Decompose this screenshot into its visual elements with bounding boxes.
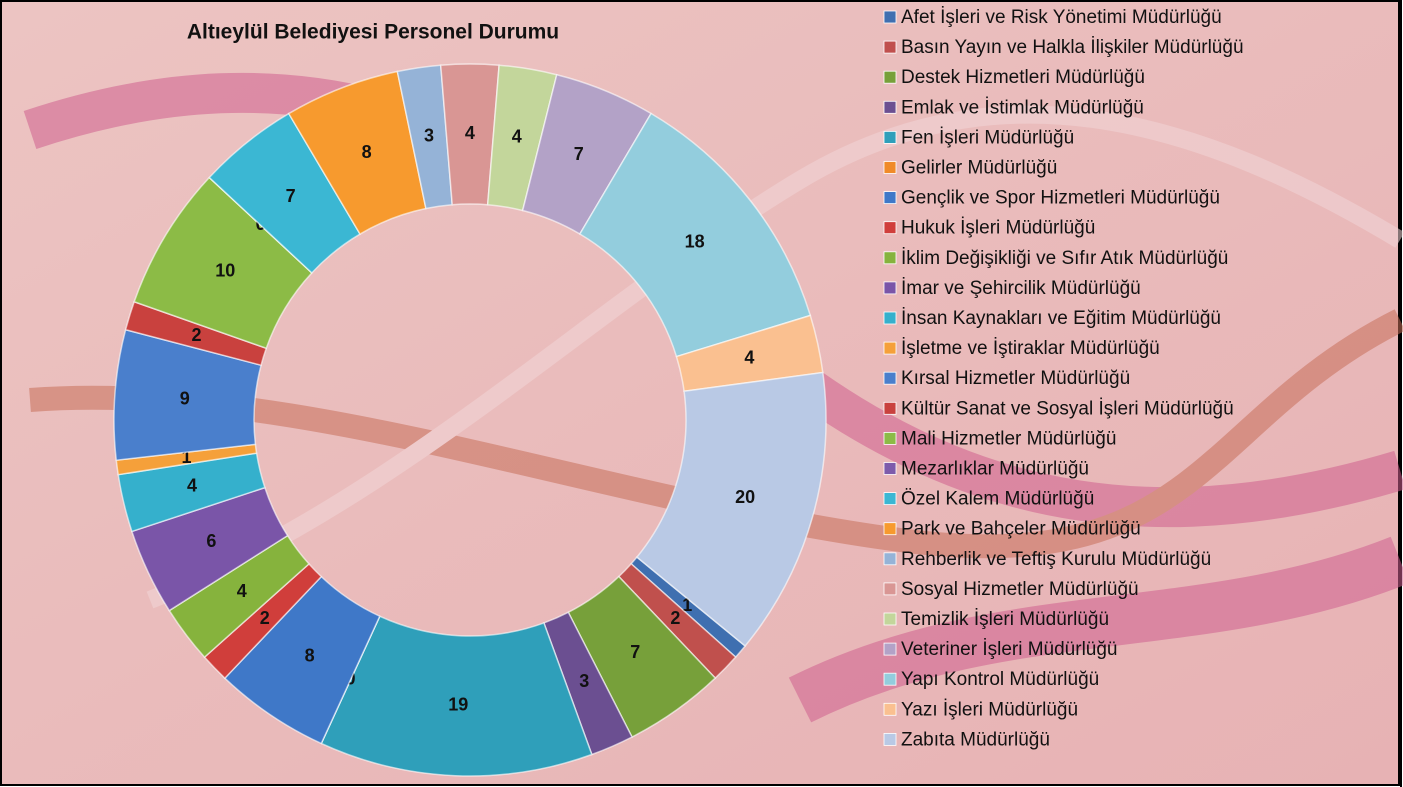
legend-marker (884, 493, 896, 505)
legend-label: Veteriner İşleri Müdürlüğü (901, 639, 1118, 660)
legend-label: Afet İşleri ve Risk Yönetimi Müdürlüğü (901, 7, 1222, 28)
legend-label: İmar ve Şehircilik Müdürlüğü (901, 278, 1141, 299)
legend-label: Park ve Bahçeler Müdürlüğü (901, 519, 1141, 540)
legend-marker (884, 282, 896, 294)
legend-label: Basın Yayın ve Halkla İlişkiler Müdürlüğ… (901, 37, 1244, 58)
legend-marker (884, 432, 896, 444)
legend-marker (884, 11, 896, 23)
legend-label: Yazı İşleri Müdürlüğü (901, 699, 1078, 720)
data-label: 8 (305, 646, 315, 666)
data-label: 4 (187, 476, 197, 496)
data-label: 7 (574, 144, 584, 164)
legend-label: Mezarlıklar Müdürlüğü (901, 459, 1089, 480)
legend-label: Emlak ve İstimlak Müdürlüğü (901, 97, 1144, 118)
legend-marker (884, 41, 896, 53)
legend-label: Fen İşleri Müdürlüğü (901, 127, 1074, 148)
legend-label: Hukuk İşleri Müdürlüğü (901, 218, 1095, 239)
legend-marker (884, 312, 896, 324)
data-label: 2 (260, 608, 270, 628)
data-label: 3 (579, 671, 589, 691)
legend-label: Zabıta Müdürlüğü (901, 729, 1050, 750)
data-label: 2 (192, 325, 202, 345)
data-label: 2 (670, 608, 680, 628)
legend-marker (884, 342, 896, 354)
legend-label: Destek Hizmetleri Müdürlüğü (901, 67, 1145, 88)
legend-label: İnsan Kaynakları ve Eğitim Müdürlüğü (901, 308, 1221, 329)
legend-label: İşletme ve İştiraklar Müdürlüğü (901, 338, 1160, 359)
legend-marker (884, 162, 896, 174)
legend-label: Kırsal Hizmetler Müdürlüğü (901, 368, 1130, 389)
data-label: 4 (465, 123, 475, 143)
data-label: 3 (424, 126, 434, 146)
legend-label: Gelirler Müdürlüğü (901, 158, 1057, 179)
data-label: 7 (630, 642, 640, 662)
data-label: 6 (206, 531, 216, 551)
legend-marker (884, 101, 896, 113)
legend-marker (884, 583, 896, 595)
legend-marker (884, 733, 896, 745)
legend-marker (884, 553, 896, 565)
legend-label: Rehberlik ve Teftiş Kurulu Müdürlüğü (901, 549, 1211, 570)
legend-marker (884, 613, 896, 625)
legend-label: Özel Kalem Müdürlüğü (901, 489, 1094, 510)
legend-label: Mali Hizmetler Müdürlüğü (901, 428, 1116, 449)
legend-label: Kültür Sanat ve Sosyal İşleri Müdürlüğü (901, 398, 1234, 419)
legend-marker (884, 192, 896, 204)
legend-marker (884, 643, 896, 655)
legend-label: Sosyal Hizmetler Müdürlüğü (901, 579, 1139, 600)
data-label: 20 (735, 487, 755, 507)
legend-marker (884, 222, 896, 234)
data-label: 9 (180, 388, 190, 408)
legend-marker (884, 463, 896, 475)
chart: Altıeylül Belediyesi Personel Durumu 127… (0, 0, 1403, 787)
data-label: 4 (744, 348, 754, 368)
data-label: 10 (215, 261, 235, 281)
legend-marker (884, 131, 896, 143)
chart-title: Altıeylül Belediyesi Personel Durumu (187, 21, 559, 44)
data-label: 19 (448, 695, 468, 715)
legend-marker (884, 252, 896, 264)
legend-marker (884, 71, 896, 83)
data-label: 18 (685, 232, 705, 252)
legend-marker (884, 703, 896, 715)
legend-label: Yapı Kontrol Müdürlüğü (901, 669, 1099, 690)
legend-label: Gençlik ve Spor Hizmetleri Müdürlüğü (901, 188, 1220, 209)
data-label: 4 (512, 127, 522, 147)
legend-marker (884, 673, 896, 685)
legend-label: İklim Değişikliği ve Sıfır Atık Müdürlüğ… (901, 248, 1228, 269)
legend-label: Temizlik İşleri Müdürlüğü (901, 609, 1109, 630)
data-label: 4 (237, 581, 247, 601)
legend-marker (884, 402, 896, 414)
data-label: 8 (362, 142, 372, 162)
legend-marker (884, 523, 896, 535)
legend-marker (884, 372, 896, 384)
data-label: 7 (286, 186, 296, 206)
